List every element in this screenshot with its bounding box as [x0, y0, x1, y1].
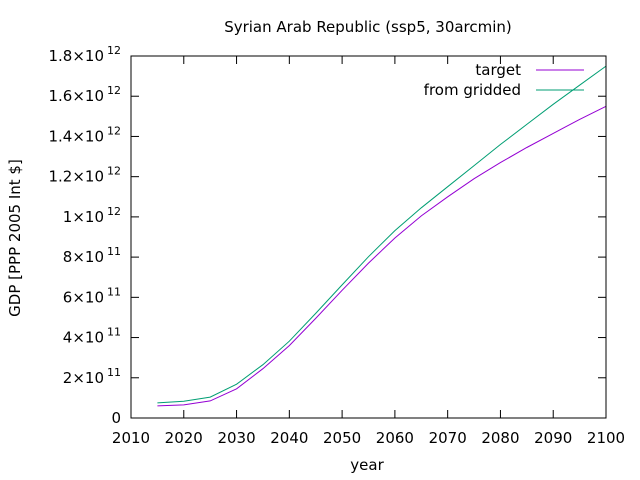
x-tick-label: 2070: [429, 429, 467, 447]
x-tick-label: 2090: [534, 429, 572, 447]
y-tick-label: 0: [111, 409, 121, 427]
y-tick-mantissa: 1.6×10: [48, 87, 104, 105]
y-tick-label: 6×10 11: [63, 285, 121, 306]
y-tick-exponent: 12: [107, 124, 121, 137]
chart-title: Syrian Arab Republic (ssp5, 30arcmin): [224, 18, 512, 36]
y-tick-exponent: 12: [107, 44, 121, 57]
y-tick-label: 1.6×10 12: [48, 84, 121, 105]
y-tick-exponent: 11: [107, 245, 121, 258]
y-tick-mantissa: 1×10: [63, 208, 104, 226]
y-tick-label: 2×10 11: [63, 366, 121, 387]
y-tick-mantissa: 8×10: [63, 248, 104, 266]
y-tick-mantissa: 6×10: [63, 288, 104, 306]
x-tick-label: 2080: [481, 429, 519, 447]
y-axis-label: GDP [PPP 2005 Int $]: [6, 159, 24, 317]
y-tick-mantissa: 1.4×10: [48, 127, 104, 145]
series-line-from-gridded: [157, 65, 607, 404]
x-tick-label: 2010: [112, 429, 150, 447]
x-tick-label: 2040: [270, 429, 308, 447]
y-tick-mantissa: 1.8×10: [48, 47, 104, 65]
x-tick-label: 2020: [165, 429, 203, 447]
x-tick-label: 2030: [217, 429, 255, 447]
plot-frame: [130, 55, 607, 419]
y-tick-label: 8×10 11: [63, 245, 121, 266]
y-tick-exponent: 12: [107, 84, 121, 97]
legend-label: from gridded: [424, 81, 521, 99]
y-tick-mantissa: 4×10: [63, 329, 104, 347]
y-tick-exponent: 12: [107, 165, 121, 178]
x-tick-label: 2100: [587, 429, 625, 447]
x-tick-label: 2050: [323, 429, 361, 447]
y-tick-mantissa: 0: [111, 409, 121, 427]
series-line-target: [157, 105, 607, 407]
y-tick-exponent: 11: [107, 326, 121, 339]
y-tick-exponent: 11: [107, 285, 121, 298]
y-tick-label: 1.8×10 12: [48, 44, 121, 65]
y-tick-label: 1.4×10 12: [48, 124, 121, 145]
y-tick-exponent: 11: [107, 366, 121, 379]
legend-label: target: [475, 61, 521, 79]
y-tick-mantissa: 2×10: [63, 369, 104, 387]
x-axis-label: year: [350, 456, 384, 474]
y-tick-label: 4×10 11: [63, 326, 121, 347]
y-tick-exponent: 12: [107, 205, 121, 218]
x-tick-label: 2060: [376, 429, 414, 447]
y-tick-mantissa: 1.2×10: [48, 168, 104, 186]
y-tick-label: 1×10 12: [63, 205, 121, 226]
y-tick-label: 1.2×10 12: [48, 165, 121, 186]
